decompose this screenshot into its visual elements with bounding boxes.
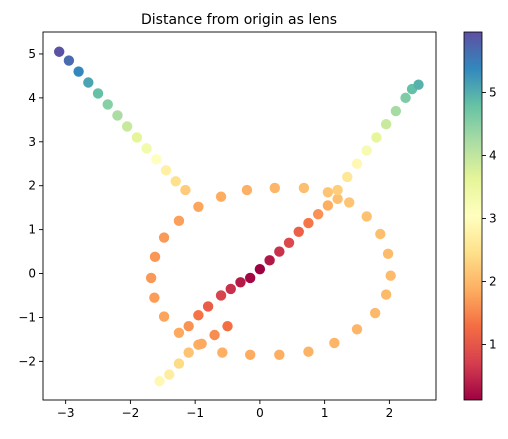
data-point: [154, 375, 165, 387]
data-point: [215, 191, 227, 202]
data-point: [385, 270, 396, 281]
data-point: [196, 338, 207, 349]
data-point: [121, 121, 133, 132]
x-tick-label: −3: [57, 406, 75, 420]
data-point: [241, 184, 253, 196]
colorbar: 1 2 3 4 5: [463, 31, 497, 401]
data-point: [344, 197, 355, 208]
data-point: [390, 105, 402, 117]
data-point: [202, 301, 214, 312]
x-tick-label: −2: [122, 406, 140, 420]
data-point: [274, 349, 285, 360]
data-point: [225, 283, 236, 295]
data-point: [102, 99, 113, 110]
data-point: [149, 251, 161, 263]
data-point: [170, 176, 181, 187]
y-tick-label: 3: [28, 135, 36, 149]
x-tick-label: 1: [321, 406, 329, 420]
x-tick-label: 0: [256, 406, 264, 420]
colorbar-tick-label: 2: [489, 275, 497, 289]
data-point: [293, 226, 304, 238]
data-point: [380, 119, 392, 130]
data-point: [400, 92, 411, 104]
data-point: [332, 193, 343, 205]
data-point: [141, 143, 152, 154]
y-tick-label: 2: [28, 179, 36, 193]
y-tick-label: 4: [28, 91, 36, 105]
data-point: [298, 182, 310, 194]
data-point: [53, 46, 65, 57]
data-point: [264, 255, 275, 266]
data-point: [254, 263, 266, 275]
data-points: [53, 46, 424, 387]
data-point: [375, 228, 386, 240]
y-tick-label: 0: [28, 267, 36, 281]
data-point: [112, 110, 123, 121]
data-point: [215, 290, 227, 301]
data-point: [145, 272, 157, 284]
x-tick-label: −1: [186, 406, 204, 420]
data-point: [209, 329, 220, 341]
data-point: [244, 349, 256, 360]
data-point: [382, 248, 394, 259]
data-point: [183, 321, 194, 332]
data-point: [332, 184, 343, 196]
data-point: [158, 311, 170, 322]
y-tick-label: 1: [28, 223, 36, 237]
data-point: [160, 165, 172, 176]
data-point: [342, 171, 353, 183]
colorbar-gradient: [463, 31, 483, 401]
data-point: [351, 324, 363, 335]
data-point: [151, 154, 162, 165]
data-point: [235, 277, 246, 288]
data-point: [274, 246, 285, 257]
x-tick-label: 2: [386, 406, 394, 420]
data-point: [173, 358, 185, 369]
data-point: [217, 347, 228, 358]
data-point: [131, 132, 143, 143]
data-point: [164, 369, 175, 380]
data-point: [63, 55, 75, 66]
colorbar-tick-label: 3: [489, 212, 497, 226]
data-point: [303, 346, 314, 357]
data-point: [92, 88, 104, 99]
data-point: [303, 217, 314, 229]
data-point: [283, 237, 295, 248]
y-tick-label: −2: [18, 354, 36, 368]
data-point: [413, 79, 424, 90]
data-point: [180, 184, 191, 196]
data-point: [149, 292, 160, 303]
data-point: [371, 132, 382, 143]
data-point: [322, 200, 334, 211]
data-point: [380, 289, 392, 300]
data-point: [351, 158, 363, 169]
data-point: [361, 145, 372, 156]
y-tick-label: −1: [18, 310, 36, 324]
data-point: [269, 182, 280, 194]
data-point: [158, 232, 170, 243]
data-point: [193, 201, 204, 212]
data-point: [244, 272, 256, 284]
data-point: [183, 347, 194, 358]
data-point: [329, 337, 340, 349]
data-point: [193, 310, 204, 321]
plot-frame: [42, 31, 437, 401]
data-point: [83, 77, 94, 88]
chart-title: Distance from origin as lens: [141, 12, 337, 28]
data-point: [369, 307, 381, 319]
data-point: [322, 187, 334, 198]
data-point: [222, 321, 233, 332]
data-point: [73, 66, 84, 77]
data-point: [312, 209, 324, 220]
data-point: [361, 211, 372, 222]
plot-area: −3 −2 −1 0 1 2 −2 −1 0 1 2 3 4 5: [18, 31, 437, 420]
y-tick-label: 5: [28, 47, 36, 61]
colorbar-tick-label: 1: [489, 338, 497, 352]
data-point: [173, 215, 185, 227]
data-point: [173, 327, 185, 339]
colorbar-tick-label: 4: [489, 149, 497, 163]
colorbar-tick-label: 5: [489, 85, 497, 99]
